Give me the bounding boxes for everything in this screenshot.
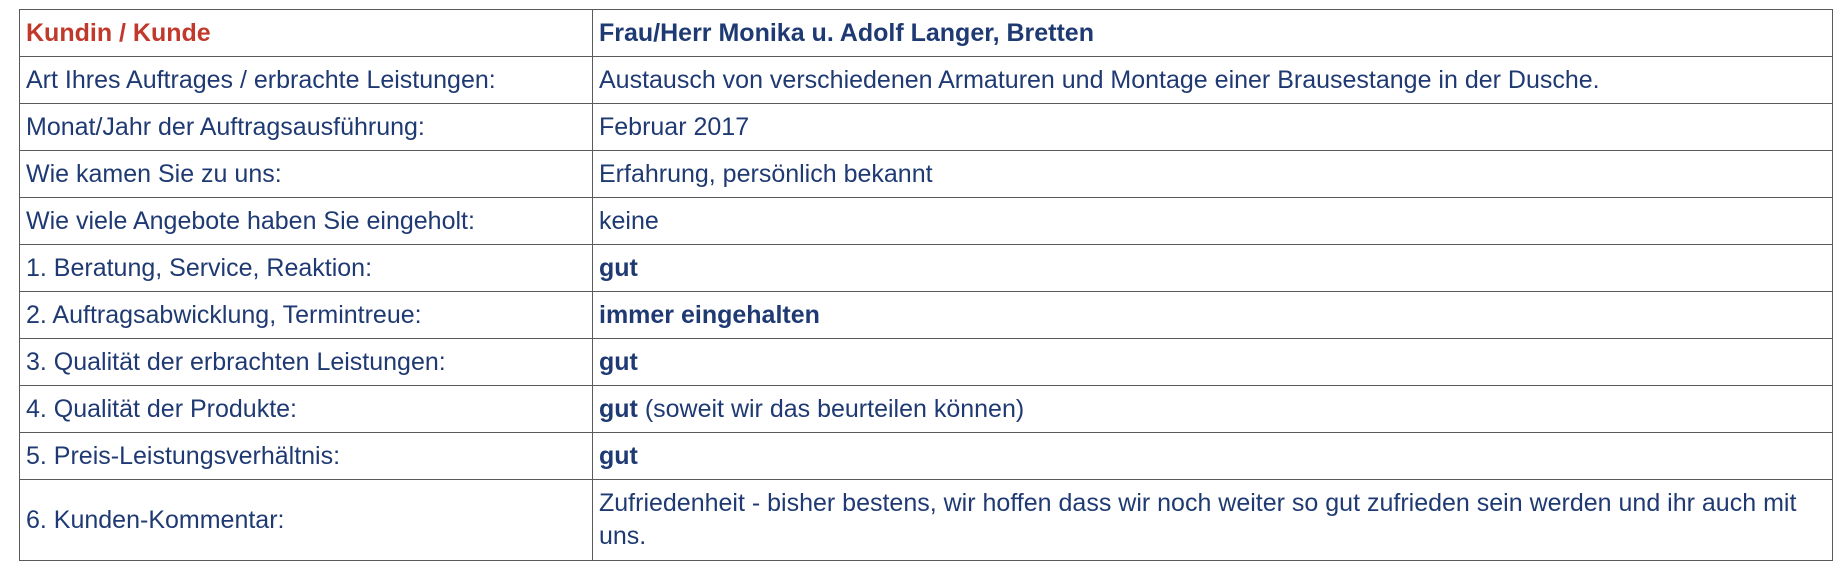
table-row: Wie viele Angebote haben Sie eingeholt: … xyxy=(19,197,1833,245)
rating-value: gut xyxy=(592,432,1833,480)
rating-cell: gut (soweit wir das beurteilen können) xyxy=(592,385,1833,433)
customer-label: Kundin / Kunde xyxy=(19,9,593,57)
table-row: 2. Auftragsabwicklung, Termintreue: imme… xyxy=(19,291,1833,339)
row-label: 6. Kunden-Kommentar: xyxy=(19,479,593,561)
rating-value: gut xyxy=(599,394,638,423)
row-label: 2. Auftragsabwicklung, Termintreue: xyxy=(19,291,593,339)
rating-note: (soweit wir das beurteilen können) xyxy=(637,394,1025,423)
row-label: 1. Beratung, Service, Reaktion: xyxy=(19,244,593,292)
row-label: 3. Qualität der erbrachten Leistungen: xyxy=(19,338,593,386)
table-header-row: Kundin / Kunde Frau/Herr Monika u. Adolf… xyxy=(19,9,1833,57)
rating-value: immer eingehalten xyxy=(592,291,1833,339)
row-value: Erfahrung, persönlich bekannt xyxy=(592,150,1833,198)
rating-value: gut xyxy=(592,244,1833,292)
row-label: Wie kamen Sie zu uns: xyxy=(19,150,593,198)
row-label: Wie viele Angebote haben Sie eingeholt: xyxy=(19,197,593,245)
row-value: Austausch von verschiedenen Armaturen un… xyxy=(592,56,1833,104)
customer-review-table: Kundin / Kunde Frau/Herr Monika u. Adolf… xyxy=(19,9,1833,561)
row-value: keine xyxy=(592,197,1833,245)
table-row: Monat/Jahr der Auftragsausführung: Febru… xyxy=(19,103,1833,151)
row-label: Monat/Jahr der Auftragsausführung: xyxy=(19,103,593,151)
review-table-container: Kundin / Kunde Frau/Herr Monika u. Adolf… xyxy=(19,9,1833,561)
row-label: 4. Qualität der Produkte: xyxy=(19,385,593,433)
table-row: 5. Preis-Leistungsverhältnis: gut xyxy=(19,432,1833,480)
customer-comment: Zufriedenheit - bisher bestens, wir hoff… xyxy=(592,479,1833,561)
table-row: 6. Kunden-Kommentar: Zufriedenheit - bis… xyxy=(19,479,1833,561)
table-row: 3. Qualität der erbrachten Leistungen: g… xyxy=(19,338,1833,386)
table-row: 1. Beratung, Service, Reaktion: gut xyxy=(19,244,1833,292)
table-row: Art Ihres Auftrages / erbrachte Leistung… xyxy=(19,56,1833,104)
row-label: 5. Preis-Leistungsverhältnis: xyxy=(19,432,593,480)
rating-value: gut xyxy=(592,338,1833,386)
customer-name: Frau/Herr Monika u. Adolf Langer, Brette… xyxy=(592,9,1833,57)
table-row: 4. Qualität der Produkte: gut (soweit wi… xyxy=(19,385,1833,433)
row-label: Art Ihres Auftrages / erbrachte Leistung… xyxy=(19,56,593,104)
row-value: Februar 2017 xyxy=(592,103,1833,151)
table-row: Wie kamen Sie zu uns: Erfahrung, persönl… xyxy=(19,150,1833,198)
